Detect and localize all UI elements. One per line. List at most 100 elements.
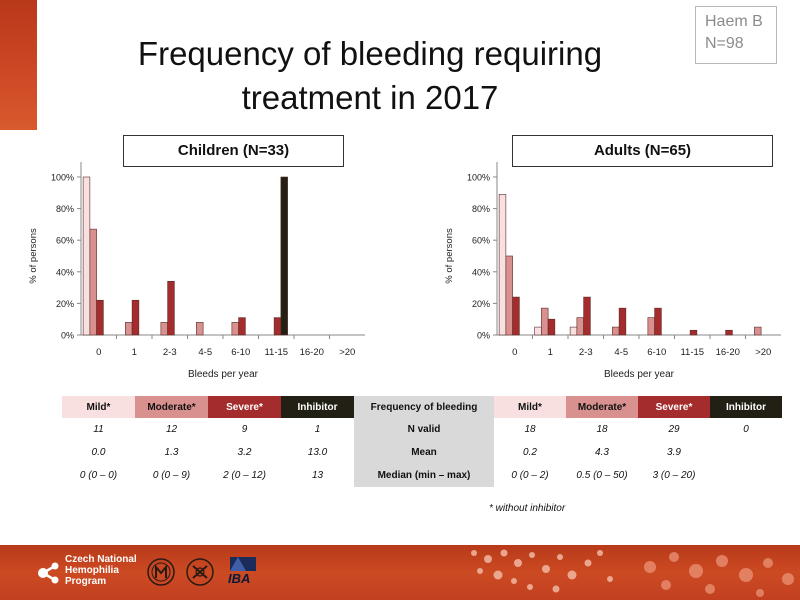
table-row-n-valid: 11 12 9 1 N valid 18 18 29 0 [62,418,782,441]
header-adults-mild: Mild* [494,396,566,418]
cell [710,441,782,464]
cnhp-logo-text: Czech National Hemophilia Program [65,554,137,587]
bleeding-statistics-table: Mild* Moderate* Severe* Inhibitor Freque… [62,396,782,487]
badge-line-1: Haem B [705,13,763,30]
bar [725,329,733,336]
header-adults-moderate: Moderate* [566,396,638,418]
table-row-mean: 0.0 1.3 3.2 13.0 Mean 0.2 4.3 3.9 [62,441,782,464]
bar [280,176,288,336]
cell: 12 [165,424,178,435]
y-tick-label: 60% [472,236,490,246]
bar [534,326,542,336]
cell: 0.0 [91,447,106,458]
footer-bar: Czech National Hemophilia Program IBA [0,545,800,600]
bar [612,326,620,336]
adults-bar-chart: 0% 20% 40% 60% 80% 100% % of persons 0 1 2-3 4-5 6-… [444,162,781,380]
bar [541,307,549,336]
y-tick-label: 40% [472,267,490,277]
bar [505,255,513,336]
network-nodes-icon [38,562,59,584]
bar [96,299,104,336]
y-axis-label: % of persons [444,228,455,284]
logo-line-1: Czech National [65,554,137,565]
x-tick-label: >20 [339,347,355,358]
x-tick-label: 11-15 [680,347,704,358]
cell: 1 [314,424,321,435]
badge-line-2: N=98 [705,35,744,52]
x-axis-label: Bleeds per year [604,369,675,380]
decorative-dots-pattern [471,549,794,597]
y-tick-label: 20% [56,299,74,309]
bar [167,280,175,336]
header-frequency: Frequency of bleeding [354,396,494,418]
children-chart-title: Children (N=33) [123,135,344,167]
y-tick-label: 80% [56,204,74,214]
faculty-seal-icon [186,558,214,586]
logo-line-2: Hemophilia [65,565,119,576]
header-children-mild: Mild* [62,396,135,418]
bar [654,307,662,336]
footnote: * without inhibitor [489,503,566,514]
y-tick-label: 100% [51,173,74,183]
cell: 13.0 [307,447,328,458]
y-tick-label: 0% [61,331,74,341]
header-adults-inhibitor: Inhibitor [710,396,782,418]
header-children-inhibitor: Inhibitor [281,396,354,418]
cell: 18 [524,424,536,435]
bar [273,317,282,336]
y-tick-label: 20% [472,299,490,309]
cell: 18 [596,424,608,435]
cell: 0.2 [523,447,537,458]
cell: 0 (0 – 0) [79,470,118,481]
adults-chart-title: Adults (N=65) [512,135,773,167]
cell: 1.3 [164,447,179,458]
x-tick-label: 1 [132,347,137,358]
row-label: N valid [354,418,494,441]
bar [238,317,246,336]
cnhp-logo: Czech National Hemophilia Program [37,554,157,594]
table-row-median: 0 (0 – 0) 0 (0 – 9) 2 (0 – 12) 13 Median… [62,464,782,487]
logo-line-3: Program [65,576,107,587]
bar [160,322,168,336]
x-tick-label: 0 [512,347,517,358]
x-tick-label: 4-5 [198,347,212,358]
bar [583,296,591,336]
bar [89,228,97,336]
bar [569,326,578,336]
bar [754,326,762,336]
cell: 11 [93,424,104,435]
y-axis-label: % of persons [28,228,39,284]
x-tick-label: 11-15 [264,347,288,358]
iba-logo-label: IBA [228,571,250,585]
x-tick-label: 4-5 [614,347,628,358]
cell: 4.3 [595,447,609,458]
bar [196,322,204,336]
cell: 3.2 [237,447,252,458]
iba-logo-icon: IBA [228,557,256,585]
x-tick-label: 2-3 [579,347,593,358]
x-axis-label: Bleeds per year [188,369,259,380]
cell: 3.9 [667,447,681,458]
cell: 2 (0 – 12) [223,470,266,481]
title-line-2: treatment in 2017 [241,79,499,116]
cell: 3 (0 – 20) [652,470,696,481]
cell: 0 (0 – 9) [152,470,191,481]
x-tick-label: 2-3 [163,347,177,358]
x-tick-label: >20 [755,347,771,358]
table-header-row: Mild* Moderate* Severe* Inhibitor Freque… [62,396,782,418]
bar [231,322,239,336]
row-label: Median (min – max) [354,464,494,487]
bar [647,317,655,336]
y-tick-label: 40% [56,267,74,277]
cell: 29 [668,424,680,435]
cell: 0.5 (0 – 50) [576,470,628,481]
x-tick-label: 16-20 [716,347,740,358]
cell [710,464,782,487]
header-children-severe: Severe* [208,396,281,418]
bar [618,307,627,336]
y-tick-label: 80% [472,204,490,214]
header-adults-severe: Severe* [638,396,710,418]
bar [131,299,140,336]
y-tick-label: 60% [56,236,74,246]
header-children-moderate: Moderate* [135,396,208,418]
